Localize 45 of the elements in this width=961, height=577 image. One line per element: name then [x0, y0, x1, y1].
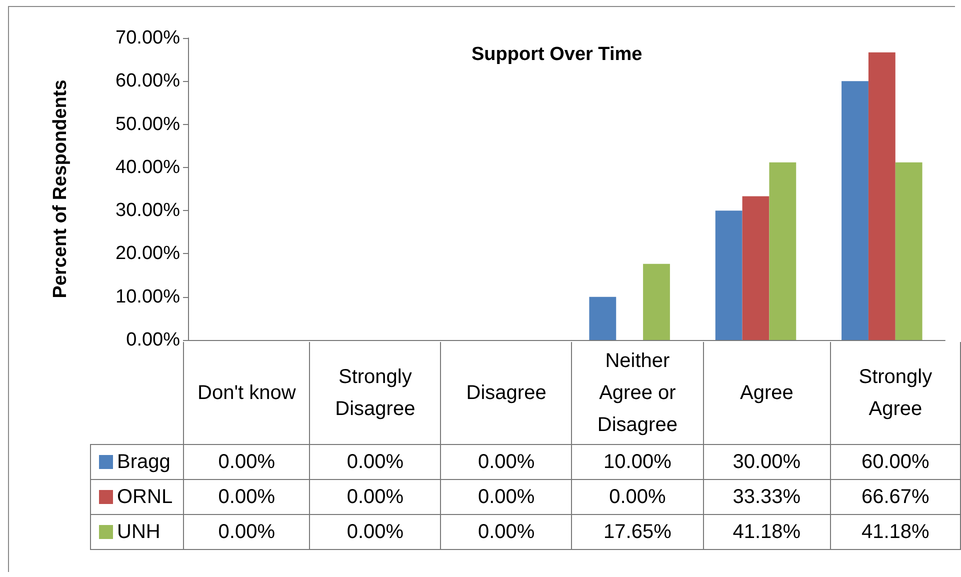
y-tick-label: 30.00%: [116, 200, 180, 222]
data-label: 0.00%: [184, 514, 310, 550]
data-label: 10.00%: [572, 444, 703, 480]
data-label: 0.00%: [310, 480, 441, 514]
data-label: 0.00%: [440, 480, 572, 514]
bar: [895, 162, 922, 340]
bar: [769, 162, 796, 340]
data-label: 17.65%: [572, 514, 703, 550]
y-tick-label: 60.00%: [116, 70, 180, 92]
x-tick-label: Disagree: [440, 342, 572, 444]
y-tick-label: 70.00%: [116, 28, 180, 48]
data-label: 33.33%: [703, 480, 830, 514]
data-label: 0.00%: [184, 480, 310, 514]
chart-title: Support Over Time: [472, 44, 642, 65]
y-axis-title: Percent of Respondents: [50, 80, 71, 298]
data-label: 0.00%: [440, 444, 572, 480]
legend-label: Bragg: [90, 444, 184, 480]
x-tick-label: Strongly Disagree: [310, 342, 441, 444]
bar: [643, 264, 670, 340]
data-label: 41.18%: [830, 514, 960, 550]
data-label: 0.00%: [184, 444, 310, 480]
data-label: 0.00%: [572, 480, 703, 514]
data-label: 0.00%: [310, 514, 441, 550]
legend-label: UNH: [90, 514, 184, 550]
bar: [715, 210, 742, 340]
bar: [742, 196, 770, 340]
bar: [842, 81, 868, 340]
bar: [868, 52, 896, 340]
data-label: 0.00%: [440, 514, 572, 550]
data-label: 0.00%: [310, 444, 441, 480]
x-tick-label: Don't know: [184, 342, 310, 444]
bar: [589, 296, 616, 340]
data-label: 30.00%: [703, 444, 830, 480]
x-tick-label: Neither Agree or Disagree: [572, 342, 703, 444]
x-tick-label: Strongly Agree: [830, 342, 960, 444]
data-label: 41.18%: [703, 514, 830, 550]
y-tick-label: 0.00%: [126, 330, 180, 350]
x-tick-label: Agree: [703, 342, 830, 444]
y-tick-label: 40.00%: [116, 156, 180, 178]
data-label: 60.00%: [830, 444, 960, 480]
y-tick-label: 10.00%: [116, 286, 180, 308]
data-label: 66.67%: [830, 480, 960, 514]
y-tick-label: 50.00%: [116, 114, 180, 135]
y-tick-label: 20.00%: [116, 243, 180, 264]
legend-label: ORNL: [90, 480, 184, 514]
